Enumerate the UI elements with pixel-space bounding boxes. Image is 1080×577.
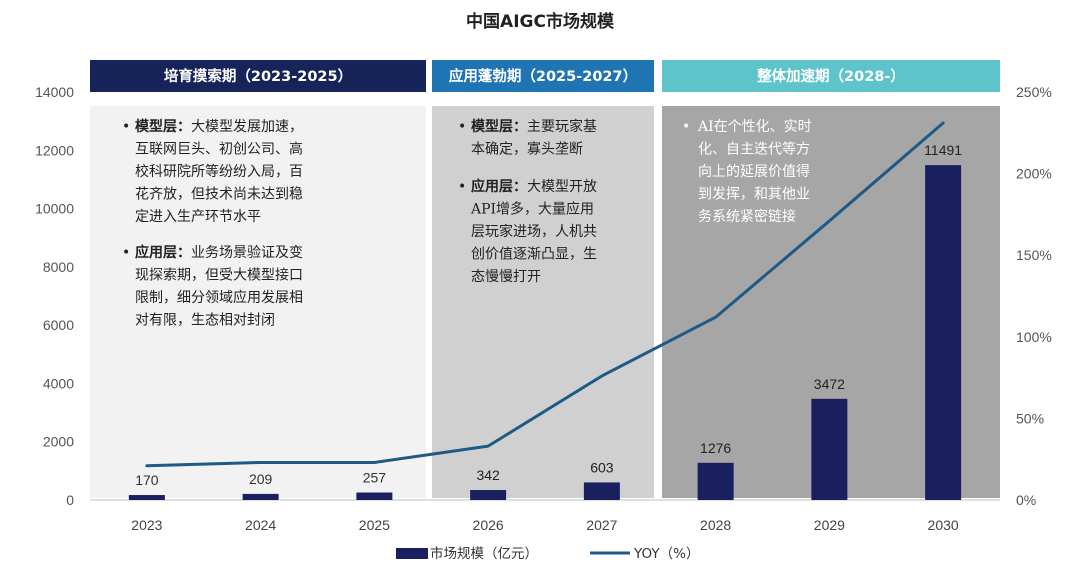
phase-panel-cultivation xyxy=(90,106,426,498)
x-axis-tick-label: 2027 xyxy=(586,517,617,533)
right-axis-tick-label: 50% xyxy=(1016,410,1044,426)
bar-data-labels: 170 209 257 342 603 1276 3472 11491 xyxy=(135,142,962,488)
note-bullet: • xyxy=(458,179,466,195)
left-axis-tick-label: 8000 xyxy=(43,259,74,275)
note-line: 层玩家进场，人机共 xyxy=(471,223,597,240)
bar-2024 xyxy=(242,493,279,500)
phase-title-application: 应用蓬勃期（2025-2027） xyxy=(449,67,637,85)
yoy-line xyxy=(145,121,945,468)
x-axis-tick-label: 2023 xyxy=(131,517,162,533)
left-axis-tick-label: 10000 xyxy=(35,201,74,217)
bar-value-label: 3472 xyxy=(814,376,845,392)
note-line: 花齐放，但技术尚未达到稳 xyxy=(135,187,303,203)
bar-value-label: 11491 xyxy=(924,142,962,158)
right-axis-tick-label: 250% xyxy=(1016,84,1052,100)
x-axis-tick-label: 2028 xyxy=(700,517,731,533)
left-axis-tick-label: 6000 xyxy=(43,317,74,333)
legend-line-label: YOY（%） xyxy=(633,546,699,562)
right-axis-tick-label: 200% xyxy=(1016,166,1052,182)
note-line: 现探索期，但受大模型接口 xyxy=(135,267,303,284)
bar-2026 xyxy=(470,490,507,500)
phase-notes: • 模型层：大模型发展加速， 互联网巨头、初创公司、高校科研院所等纷纷入局，百花齐放… xyxy=(122,118,812,329)
note-line: 化、自主迭代等方 xyxy=(698,141,810,158)
phase-panel-application xyxy=(432,106,654,498)
bar-value-label: 257 xyxy=(363,470,387,486)
phase-title-cultivation: 培育摸索期（2023-2025） xyxy=(164,67,352,85)
bar-series xyxy=(128,165,962,500)
axes: 0 2000 4000 6000 8000 10000 12000 14000 0% 50% 100… xyxy=(35,84,1052,533)
x-axis-tick-label: 2029 xyxy=(814,517,845,533)
note-line: 到发挥，和其他业 xyxy=(698,187,810,203)
x-axis-tick-label: 2030 xyxy=(928,517,959,533)
phase-headers: 培育摸索期（2023-2025） 应用蓬勃期（2025-2027） 整体加速期（20… xyxy=(90,60,1000,92)
legend-bar-label: 市场规模（亿元） xyxy=(430,545,538,562)
legend-bar-swatch xyxy=(396,548,428,559)
note-line: 对有限，生态相对封闭 xyxy=(135,313,275,329)
note-line: 向上的延展价值得 xyxy=(698,163,810,180)
note-line: 本确定，寡头垄断 xyxy=(471,141,583,158)
note-line: 创价值逐渐凸显，生 xyxy=(471,247,597,263)
note-line: 校科研院所等纷纷入局，百 xyxy=(135,163,303,180)
left-axis-tick-label: 14000 xyxy=(35,84,74,100)
bar-value-label: 342 xyxy=(476,467,500,483)
note-line: API增多，大量应用 xyxy=(470,201,594,218)
note-line: 态慢慢打开 xyxy=(471,268,541,285)
phase-header-cultivation xyxy=(90,60,426,92)
bar-value-label: 170 xyxy=(135,472,159,488)
note-line: 限制，细分领域应用发展相 xyxy=(135,289,303,306)
bar-2023 xyxy=(128,495,165,500)
right-axis-tick-label: 100% xyxy=(1016,329,1052,345)
bar-value-label: 1276 xyxy=(700,440,731,456)
bar-2025 xyxy=(356,492,393,500)
note-line: 应用层：业务场景验证及变 xyxy=(135,244,303,261)
left-axis-tick-label: 0 xyxy=(66,492,74,508)
note-line: 应用层：大模型开放 xyxy=(471,178,597,195)
phase-title-acceleration: 整体加速期（2028-） xyxy=(757,67,905,85)
bar-value-label: 603 xyxy=(590,459,614,475)
note-bullet: • xyxy=(458,119,466,135)
note-line: 互联网巨头、初创公司、高 xyxy=(135,141,303,158)
legend: 市场规模（亿元） YOY（%） xyxy=(396,545,699,562)
note-bullet: • xyxy=(122,119,130,135)
bar-value-label: 209 xyxy=(249,471,273,487)
note-bullet: • xyxy=(122,245,130,261)
x-axis-tick-label: 2026 xyxy=(473,517,504,533)
left-axis-tick-label: 2000 xyxy=(43,434,74,450)
right-axis-tick-label: 0% xyxy=(1016,492,1036,508)
bar-2028 xyxy=(697,462,734,500)
note-line: 务系统紧密链接 xyxy=(698,208,796,225)
left-axis-tick-label: 12000 xyxy=(35,142,74,158)
note-line: 模型层：主要玩家基 xyxy=(471,118,597,135)
x-axis-tick-label: 2024 xyxy=(245,517,276,533)
bar-2030 xyxy=(925,165,962,500)
note-line: 定进入生产环节水平 xyxy=(135,209,261,225)
bar-2029 xyxy=(811,398,848,500)
phase-header-acceleration xyxy=(662,60,1000,92)
x-axis-tick-label: 2025 xyxy=(359,517,390,533)
right-axis-tick-label: 150% xyxy=(1016,247,1052,263)
note-line: 模型层：大模型发展加速， xyxy=(135,118,303,135)
note-bullet: • xyxy=(682,119,690,135)
bar-2027 xyxy=(583,482,620,500)
note-line: AI在个性化、实时 xyxy=(697,119,812,135)
yoy-line-series xyxy=(145,121,945,468)
phase-header-application xyxy=(432,60,654,92)
chart-title: 中国AIGC市场规模 xyxy=(466,11,615,32)
left-axis-tick-label: 4000 xyxy=(43,375,74,391)
